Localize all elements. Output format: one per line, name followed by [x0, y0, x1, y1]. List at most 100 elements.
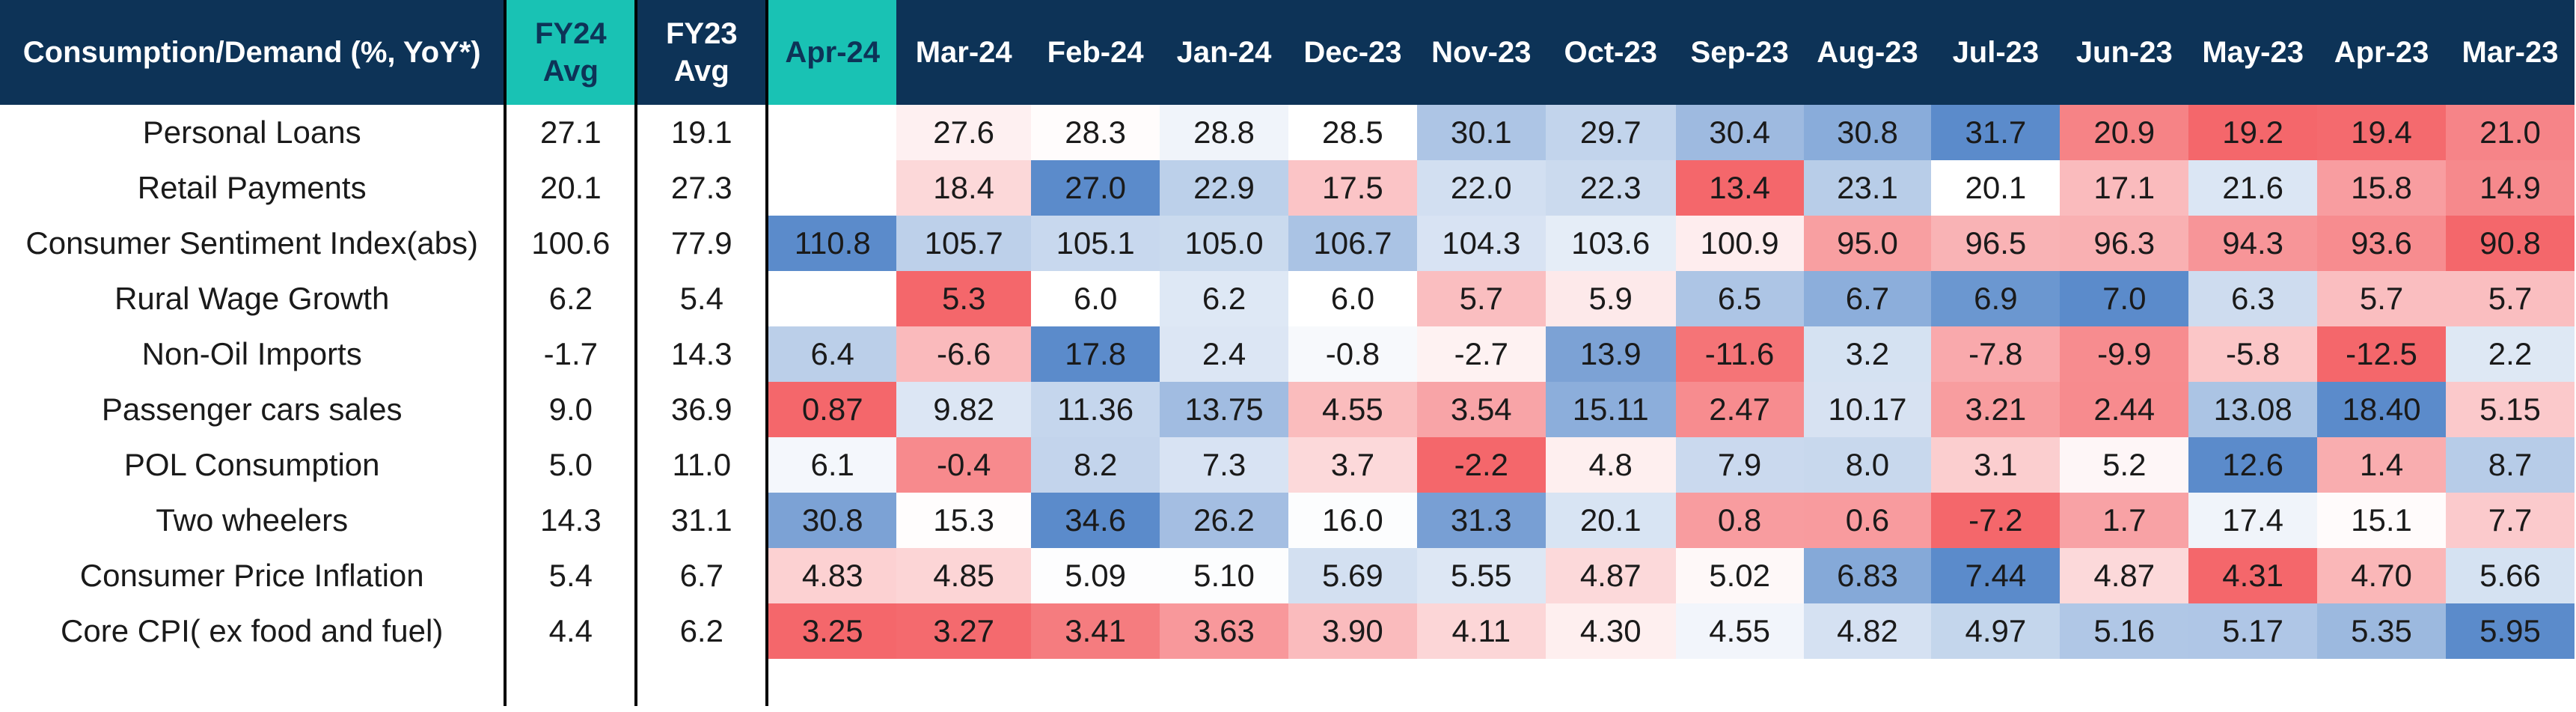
value-cell: 6.7: [1803, 271, 1932, 326]
empty-cell: [1160, 659, 1288, 706]
value-cell: 3.7: [1288, 437, 1417, 493]
value-cell: 105.0: [1160, 216, 1288, 271]
value-cell: 3.90: [1288, 603, 1417, 659]
header-row: Consumption/Demand (%, YoY*) FY24 Avg FY…: [0, 0, 2575, 105]
value-cell: 1.4: [2317, 437, 2446, 493]
row-label: Passenger cars sales: [101, 392, 403, 427]
month-header: Oct-23: [1545, 0, 1676, 105]
empty-cell: [504, 659, 637, 706]
month-header: Mar-24: [896, 0, 1032, 105]
table-row: Rural Wage Growth 6.2 5.4 5.3 6.0 6.2 6.0 5.7 5.…: [0, 271, 2575, 326]
table-row: Personal Loans 27.1 19.1 27.6 28.3 28.8 28.5 30…: [0, 105, 2575, 160]
value-cell: -11.6: [1675, 326, 1804, 382]
value-cell: 26.2: [1160, 493, 1288, 548]
value-cell: 3.41: [1031, 603, 1160, 659]
value-cell: 13.75: [1160, 382, 1288, 437]
value-cell: 110.8: [765, 216, 897, 271]
fy23-avg-cell: 77.9: [634, 216, 768, 271]
value-cell: 7.3: [1160, 437, 1288, 493]
value-cell: 7.0: [2060, 271, 2189, 326]
fy24-avg-cell: -1.7: [504, 326, 637, 382]
empty-cell: [765, 659, 897, 706]
value-cell: 95.0: [1803, 216, 1932, 271]
fy23-avg-cell: 11.0: [634, 437, 768, 493]
value-cell: 27.6: [896, 105, 1032, 160]
value-cell: 93.6: [2317, 216, 2446, 271]
table-row: Consumer Price Inflation 5.4 6.7 4.83 4.85 5.…: [0, 548, 2575, 603]
value-cell: 0.8: [1675, 493, 1804, 548]
value-cell: 6.83: [1803, 548, 1932, 603]
empty-cell: [896, 659, 1031, 706]
value-cell: 17.8: [1031, 326, 1160, 382]
month-header: Mar-23: [2445, 0, 2575, 105]
value-cell: 6.1: [765, 437, 897, 493]
value-cell: 5.95: [2445, 603, 2575, 659]
fy23-avg-cell: 5.4: [634, 271, 768, 326]
value-cell: 17.1: [2060, 160, 2189, 216]
row-label: Core CPI( ex food and fuel): [61, 613, 444, 648]
fy23-avg-cell: 19.1: [634, 105, 768, 160]
value-cell: 6.3: [2188, 271, 2318, 326]
value-cell: 6.9: [1931, 271, 2061, 326]
fy24-avg-cell: 9.0: [504, 382, 637, 437]
value-cell: 15.3: [896, 493, 1032, 548]
value-cell: 4.30: [1545, 603, 1676, 659]
empty-cell: [1931, 659, 2060, 706]
value-cell: 5.15: [2445, 382, 2575, 437]
value-cell: 103.6: [1545, 216, 1676, 271]
fy24-avg-cell: 5.4: [504, 548, 637, 603]
empty-cell: [1546, 659, 1676, 706]
value-cell: 18.4: [896, 160, 1032, 216]
value-cell: -2.2: [1416, 437, 1546, 493]
value-cell: 13.9: [1545, 326, 1676, 382]
value-cell: 30.8: [765, 493, 897, 548]
value-cell: 5.16: [2060, 603, 2189, 659]
value-cell: 1.7: [2060, 493, 2189, 548]
value-cell: 8.0: [1803, 437, 1932, 493]
empty-cell: [2446, 659, 2575, 706]
value-cell: 30.4: [1675, 105, 1804, 160]
value-cell: 5.17: [2188, 603, 2318, 659]
value-cell: 31.3: [1416, 493, 1546, 548]
empty-cell: [1676, 659, 1804, 706]
value-cell: 13.08: [2188, 382, 2318, 437]
value-cell: 4.70: [2317, 548, 2446, 603]
table-row: Consumer Sentiment Index(abs) 100.6 77.9 11…: [0, 216, 2575, 271]
row-label: Two wheelers: [156, 502, 349, 538]
value-cell: 105.1: [1031, 216, 1160, 271]
table-body: Personal Loans 27.1 19.1 27.6 28.3 28.8 28.5 30…: [0, 105, 2575, 706]
value-cell: 34.6: [1031, 493, 1160, 548]
value-cell: 5.66: [2445, 548, 2575, 603]
month-header: Jul-23: [1931, 0, 2061, 105]
value-cell: 2.4: [1160, 326, 1288, 382]
value-cell: 17.4: [2188, 493, 2318, 548]
value-cell: 5.02: [1675, 548, 1804, 603]
value-cell: 18.40: [2317, 382, 2446, 437]
value-cell: 6.0: [1031, 271, 1160, 326]
empty-cell: [2060, 659, 2188, 706]
value-cell: 96.5: [1931, 216, 2061, 271]
value-cell: 16.0: [1288, 493, 1417, 548]
value-cell: 3.27: [896, 603, 1032, 659]
value-cell: 5.69: [1288, 548, 1417, 603]
value-cell: 4.87: [1545, 548, 1676, 603]
fy24-avg-cell: 14.3: [504, 493, 637, 548]
value-cell: 4.87: [2060, 548, 2189, 603]
value-cell: [765, 160, 897, 216]
row-label: Rural Wage Growth: [114, 281, 390, 316]
value-cell: 6.2: [1160, 271, 1288, 326]
empty-cell: [1804, 659, 1932, 706]
value-cell: 5.3: [896, 271, 1032, 326]
value-cell: 2.2: [2445, 326, 2575, 382]
empty-cell: [0, 659, 505, 706]
value-cell: 4.8: [1545, 437, 1676, 493]
value-cell: 0.87: [765, 382, 897, 437]
value-cell: 7.44: [1931, 548, 2061, 603]
month-header: Apr-23: [2317, 0, 2446, 105]
value-cell: 20.9: [2060, 105, 2189, 160]
value-cell: 4.55: [1675, 603, 1804, 659]
value-cell: 5.09: [1031, 548, 1160, 603]
value-cell: 30.8: [1803, 105, 1932, 160]
value-cell: 7.9: [1675, 437, 1804, 493]
month-header: Aug-23: [1803, 0, 1932, 105]
